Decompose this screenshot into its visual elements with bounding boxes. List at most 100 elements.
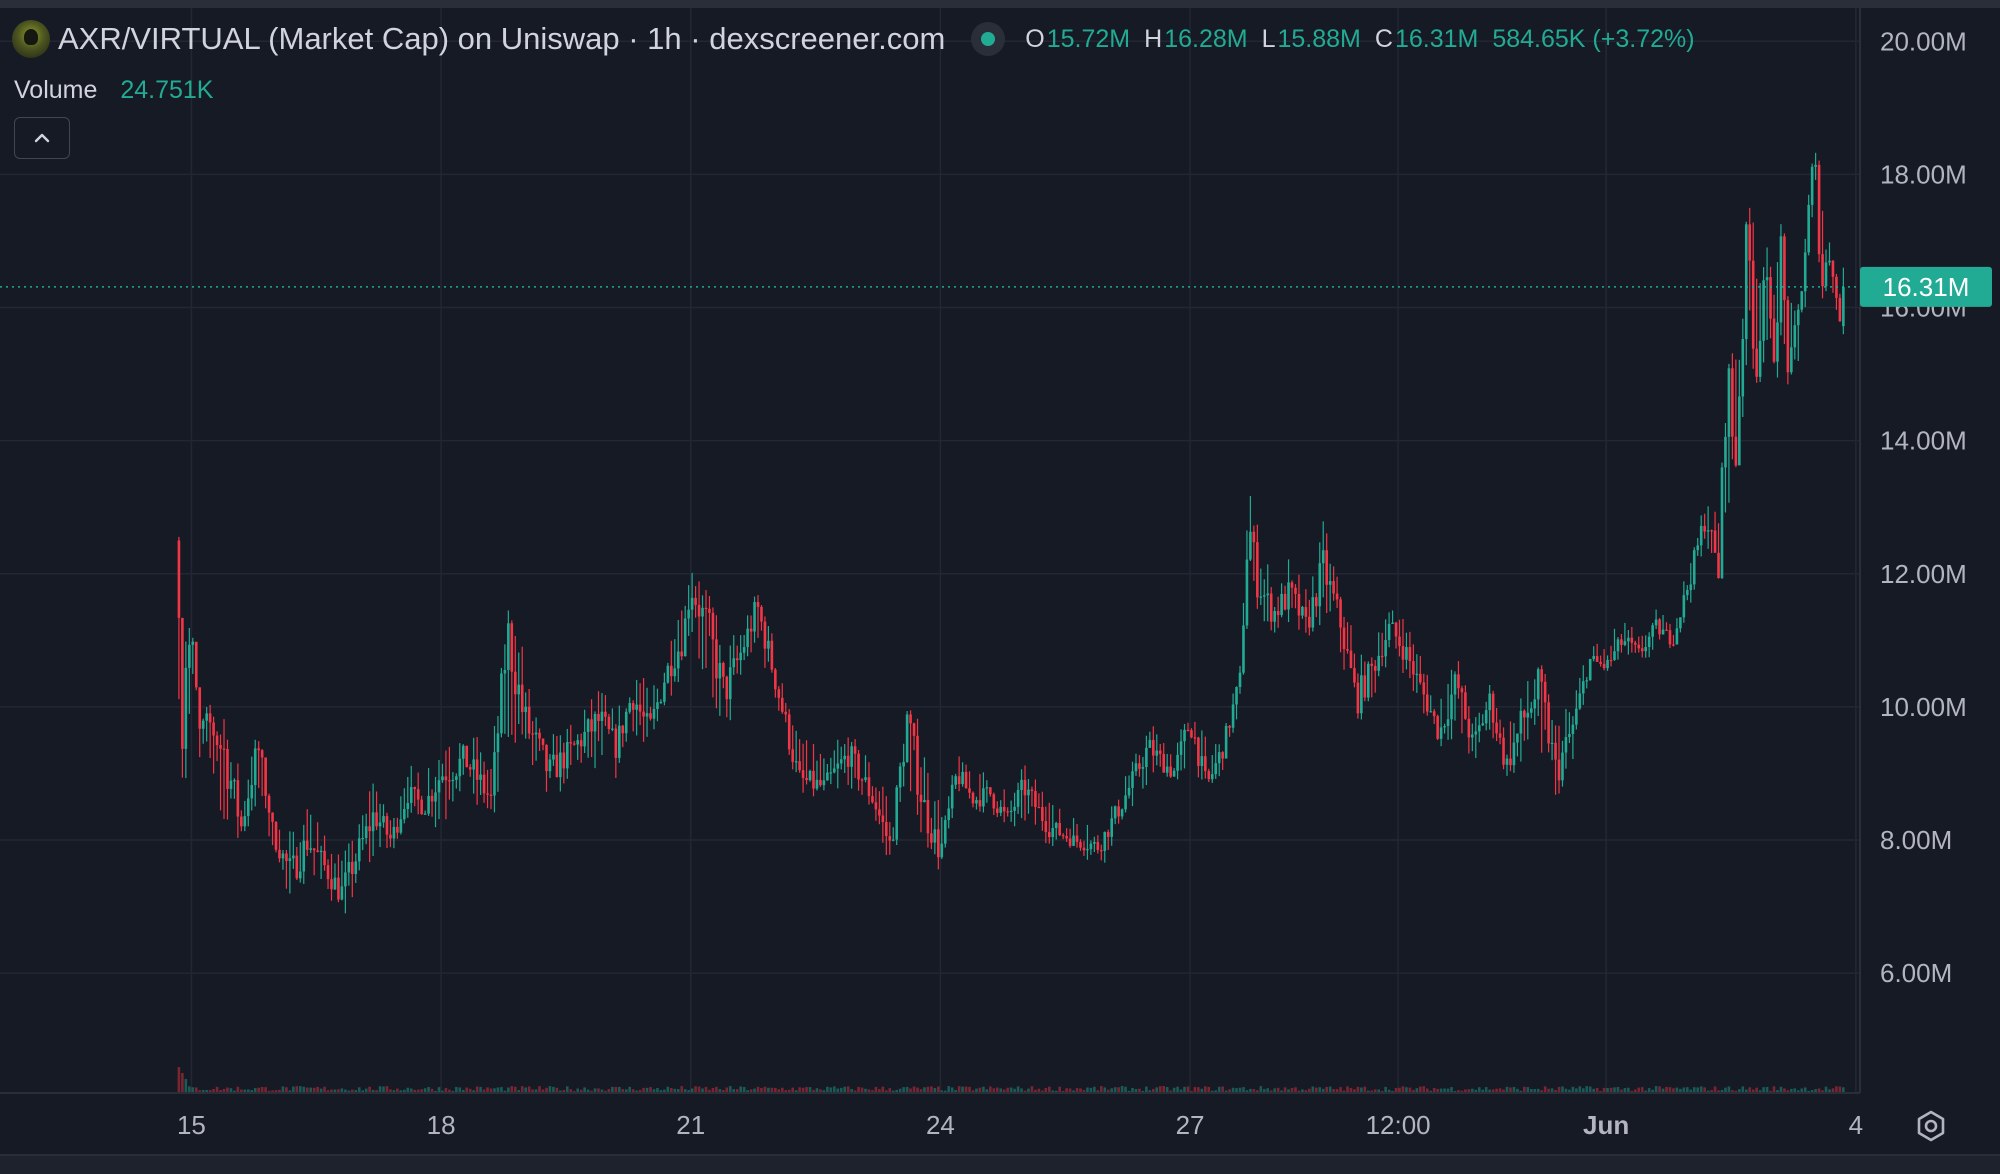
volume-bar	[867, 1089, 871, 1093]
volume-bar	[1817, 1088, 1821, 1093]
volume-bar	[468, 1088, 472, 1093]
candle-body	[1023, 779, 1027, 796]
volume-bar	[1568, 1089, 1571, 1093]
volume-bar	[1072, 1090, 1075, 1093]
candle-body	[482, 774, 486, 794]
candle-body	[298, 871, 302, 879]
volume-bar	[1634, 1089, 1637, 1093]
time-axis[interactable]: 15 18 21 24 27 12:00 Jun 4	[177, 1110, 1863, 1140]
collapse-legend-button[interactable]	[14, 117, 70, 159]
volume-bar	[718, 1089, 722, 1093]
volume-bar	[465, 1087, 469, 1093]
volume-bar	[1536, 1088, 1540, 1093]
candle-body	[389, 834, 392, 839]
volume-bar	[1363, 1086, 1367, 1093]
candle-body	[774, 669, 777, 690]
candle-body	[673, 668, 677, 677]
volume-bar	[305, 1087, 309, 1093]
volume-bar	[1776, 1090, 1779, 1093]
volume-bar	[1308, 1088, 1311, 1093]
volume-bar	[1030, 1086, 1034, 1093]
candle-body	[950, 784, 954, 809]
volume-bar	[905, 1086, 909, 1093]
volume-bar	[725, 1087, 729, 1093]
candle-body	[1179, 741, 1183, 755]
candle-body	[1183, 729, 1186, 742]
volume-bar	[1460, 1090, 1464, 1093]
candle-body	[382, 816, 385, 823]
volume-bar	[337, 1089, 340, 1093]
candle-body	[1217, 752, 1221, 764]
volume-bar	[1838, 1086, 1842, 1093]
candle-body	[1360, 675, 1363, 714]
candle-body	[1547, 702, 1550, 744]
volume-bar	[1779, 1086, 1783, 1093]
volume-bar	[302, 1086, 306, 1093]
candle-body	[323, 850, 326, 866]
volume-bar	[680, 1086, 684, 1093]
volume-bar	[770, 1087, 774, 1093]
volume-bar	[420, 1089, 423, 1093]
volume-bar	[898, 1088, 902, 1093]
volume-bar	[732, 1089, 736, 1093]
candle-body	[1204, 756, 1207, 772]
volume-bar	[1842, 1087, 1845, 1093]
candle-body	[1353, 668, 1356, 683]
candle-body	[1800, 291, 1804, 310]
candle-body	[1654, 619, 1658, 626]
candle-body	[722, 662, 725, 677]
volume-bar	[1699, 1086, 1703, 1093]
chart-settings-button[interactable]	[1911, 1106, 1951, 1146]
volume-bar	[1145, 1086, 1148, 1093]
candle-body	[1065, 836, 1068, 839]
candle-body	[1651, 625, 1654, 637]
candle-body	[475, 759, 479, 780]
volume-bar	[704, 1086, 708, 1093]
volume-bar	[309, 1087, 312, 1093]
candle-body	[413, 787, 417, 790]
candle-body	[486, 793, 489, 795]
candle-body	[930, 833, 933, 843]
candle-body	[250, 785, 254, 799]
volume-bar	[971, 1090, 975, 1093]
volume-bar	[954, 1089, 957, 1093]
candle-body	[1575, 708, 1578, 725]
volume-bar	[1297, 1090, 1301, 1093]
volume-bar	[763, 1086, 767, 1093]
price-axis[interactable]: 20.00M18.00M16.00M14.00M12.00M10.00M8.00…	[1880, 26, 1967, 988]
volume-bar	[260, 1087, 264, 1093]
volume-bar	[253, 1088, 257, 1093]
candle-body	[1103, 832, 1107, 851]
candle-body	[1519, 710, 1523, 734]
candle-body	[954, 776, 957, 785]
candle-body	[593, 713, 597, 732]
candle-body	[1751, 260, 1755, 349]
candle-body	[226, 748, 229, 789]
candle-body	[846, 755, 850, 767]
volume-bar	[1571, 1086, 1575, 1093]
candle-body	[656, 702, 659, 709]
x-tick-label: Jun	[1583, 1110, 1629, 1140]
candle-body	[715, 639, 718, 679]
volume-bar	[493, 1088, 496, 1093]
candle-body	[510, 623, 514, 672]
volume-bar	[611, 1086, 614, 1093]
candle-body	[326, 865, 330, 880]
candle-body	[756, 602, 760, 607]
volume-bar	[1561, 1086, 1564, 1093]
volume-value: 24.751K	[120, 76, 214, 104]
candle-body	[1245, 559, 1249, 626]
candle-body	[704, 607, 708, 610]
candle-body	[784, 711, 788, 715]
candle-body	[586, 719, 590, 732]
candle-body	[1630, 637, 1634, 643]
candle-body	[1047, 832, 1051, 838]
candle-body	[971, 792, 975, 804]
candle-body	[1484, 710, 1488, 724]
volume-bar	[1665, 1086, 1668, 1093]
candle-body	[794, 761, 798, 763]
volume-bar	[1335, 1089, 1339, 1093]
pair-title: AXR/VIRTUAL (Market Cap) on Uniswap · 1h…	[58, 21, 946, 56]
volume-bar	[1488, 1089, 1491, 1093]
